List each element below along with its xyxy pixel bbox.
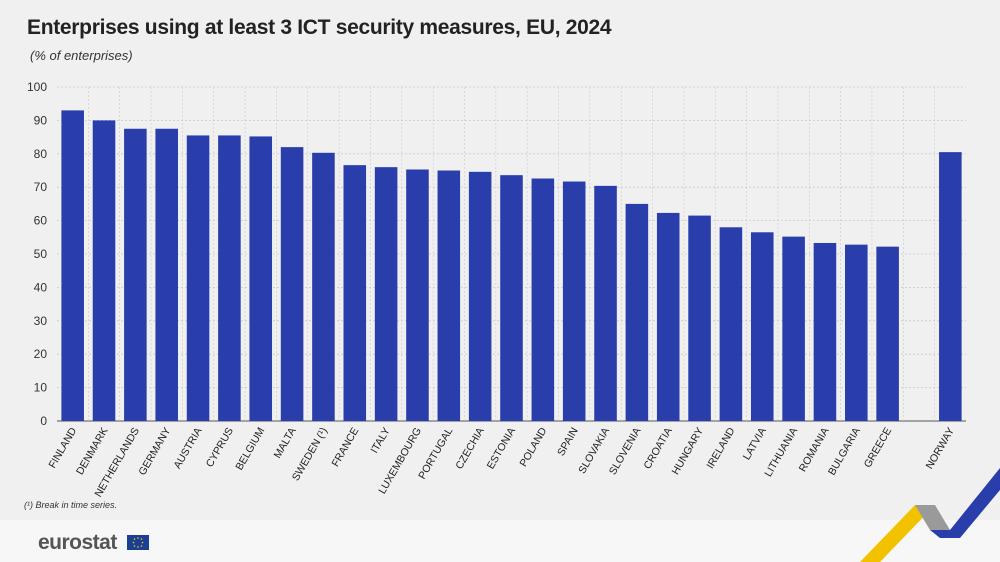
bar-italy xyxy=(374,167,398,421)
bar-lithuania xyxy=(782,236,805,421)
bar-chart: 0 10 20 30 40 50 60 70 80 90 100 FINLANDDENMARKNET… xyxy=(27,80,966,499)
y-tick-label: 10 xyxy=(34,381,48,395)
y-tick-label: 70 xyxy=(34,180,48,194)
x-tick-label: AUSTRIA xyxy=(171,426,204,471)
x-tick-label: SLOVAKIA xyxy=(576,426,612,476)
x-tick-label: CYPRUS xyxy=(204,426,236,470)
bar-croatia xyxy=(656,212,680,421)
bar-romania xyxy=(813,242,837,421)
footer-band xyxy=(0,520,1000,562)
bar-poland xyxy=(531,178,555,421)
bar-slovakia xyxy=(594,185,617,421)
bar-portugal xyxy=(437,170,461,421)
chart-subtitle: (% of enterprises) xyxy=(30,48,133,63)
y-axis-ticks: 0 10 20 30 40 50 60 70 80 90 100 xyxy=(27,80,47,428)
y-tick-label: 0 xyxy=(40,414,47,428)
y-tick-label: 100 xyxy=(27,80,47,94)
corner-decoration-icon xyxy=(860,468,1000,562)
x-tick-label: ROMANIA xyxy=(797,426,832,474)
bar-denmark xyxy=(92,120,116,422)
x-tick-label: FRANCE xyxy=(329,426,361,469)
x-tick-label: POLAND xyxy=(517,425,549,469)
x-tick-label: BELGIUM xyxy=(233,426,267,473)
x-tick-label: SLOVENIA xyxy=(607,426,644,477)
x-tick-label: ESTONIA xyxy=(485,426,518,472)
bar-sweden xyxy=(312,152,335,421)
bar-latvia xyxy=(750,232,774,421)
bar-austria xyxy=(186,135,210,421)
bar-bulgaria xyxy=(845,244,868,421)
bar-hungary xyxy=(688,215,711,421)
x-tick-label: DENMARK xyxy=(74,426,111,477)
bar-cyprus xyxy=(218,135,241,421)
footnote: (¹) Break in time series. xyxy=(24,500,118,510)
bar-netherlands xyxy=(124,128,147,421)
y-tick-label: 80 xyxy=(34,147,48,161)
y-tick-label: 60 xyxy=(34,214,48,228)
x-tick-label: SPAIN xyxy=(555,426,581,459)
bar-norway xyxy=(939,152,962,421)
x-tick-label: LATVIA xyxy=(741,426,769,463)
x-tick-label: MALTA xyxy=(272,426,299,461)
bar-malta xyxy=(280,147,304,421)
bar-czechia xyxy=(468,171,492,421)
bar-slovenia xyxy=(625,203,649,421)
x-tick-label: CROATIA xyxy=(641,426,674,472)
x-tick-label: LITHUANIA xyxy=(762,426,800,479)
x-tick-label: ITALY xyxy=(369,426,393,456)
bar-greece xyxy=(876,246,899,421)
bar-france xyxy=(343,165,367,421)
x-tick-label: GERMANY xyxy=(136,426,173,478)
bar-spain xyxy=(562,181,586,421)
bar-luxembourg xyxy=(406,169,429,421)
chart-title: Enterprises using at least 3 ICT securit… xyxy=(27,16,612,39)
bar-estonia xyxy=(500,175,523,421)
x-tick-label: IRELAND xyxy=(704,425,737,471)
y-tick-label: 40 xyxy=(34,280,48,294)
x-tick-label: FINLAND xyxy=(46,425,79,470)
bar-germany xyxy=(155,128,178,421)
y-tick-label: 90 xyxy=(34,113,48,127)
eu-flag-icon xyxy=(127,535,149,550)
bar-belgium xyxy=(249,136,273,421)
x-tick-label: CZECHIA xyxy=(453,426,486,472)
bars xyxy=(61,110,962,422)
bar-finland xyxy=(61,110,84,421)
x-tick-label: HUNGARY xyxy=(670,426,707,477)
y-tick-label: 30 xyxy=(34,314,48,328)
y-tick-label: 50 xyxy=(34,247,48,261)
bar-ireland xyxy=(719,227,743,421)
eurostat-logo: eurostat xyxy=(38,531,117,554)
y-tick-label: 20 xyxy=(34,347,48,361)
